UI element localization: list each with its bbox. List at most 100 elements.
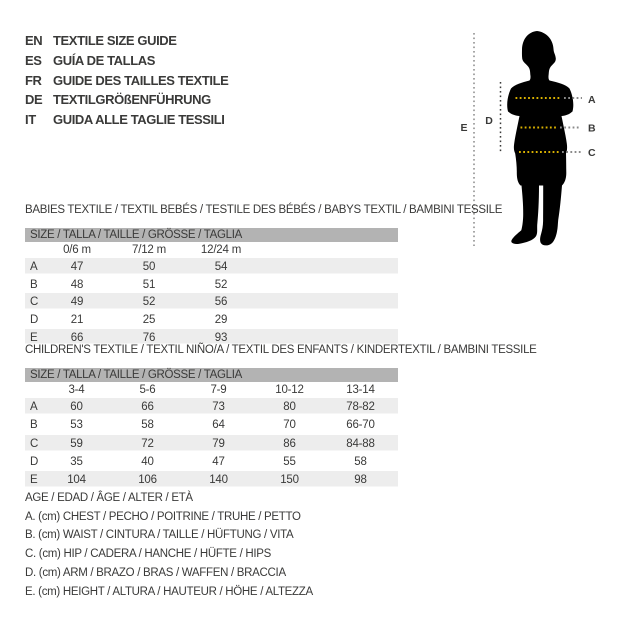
size-value: 25 — [142, 313, 156, 326]
legend-chest-line: A. (cm) CHEST / PECHO / POITRINE / TRUHE… — [25, 510, 301, 523]
guide-title: TEXTILGRÖßENFÜHRUNG — [53, 92, 211, 108]
legend-height-line: E. (cm) HEIGHT / ALTURA / HAUTEUR / HÖHE… — [25, 585, 313, 598]
legend-age-line: AGE / EDAD / ÂGE / ALTER / ETÀ — [25, 492, 193, 504]
table-row: B 53 58 64 70 66-70 — [25, 416, 398, 434]
size-value: 48 — [70, 278, 84, 291]
size-value: 50 — [142, 260, 156, 273]
table-row: D 35 40 47 55 58 — [25, 453, 398, 471]
table-row: B 48 51 52 — [25, 276, 398, 294]
language-code: EN — [25, 33, 43, 48]
column-header: 3-4 — [68, 384, 85, 396]
children-column-header-row: 3-4 5-6 7-9 10-12 13-14 — [25, 382, 398, 398]
babies-size-header-bar: SIZE / TALLA / TAILLE / GRÖSSE / TAGLIA — [25, 228, 398, 242]
size-value: 93 — [214, 331, 228, 344]
size-value: 35 — [70, 456, 83, 469]
table-row: C 49 52 56 — [25, 293, 398, 312]
measurement-legend: AGE / EDAD / ÂGE / ALTER / ETÀ A. (cm) C… — [25, 489, 313, 601]
size-value: 78-82 — [346, 401, 375, 414]
column-header: 12/24 m — [200, 244, 242, 256]
column-header: 0/6 m — [63, 244, 91, 256]
column-header: 13-14 — [346, 384, 375, 396]
size-value: 84-88 — [346, 437, 375, 450]
size-value: 64 — [212, 419, 225, 432]
child-silhouette-right-leg — [540, 185, 562, 246]
legend-waist-line: B. (cm) WAIST / CINTURA / TAILLE / HÜFTU… — [25, 529, 294, 542]
guide-title: GUÍA DE TALLAS — [53, 52, 156, 68]
row-label: E — [30, 474, 38, 487]
row-label: C — [30, 296, 39, 309]
height-label: E — [460, 122, 467, 134]
size-value: 106 — [138, 474, 157, 487]
babies-column-header-row: 0/6 m 7/12 m 12/24 m — [25, 242, 398, 258]
table-row: A 47 50 54 — [25, 258, 398, 276]
table-row: E 66 76 93 — [25, 328, 398, 347]
waist-label: B — [588, 123, 596, 135]
column-header: 7-9 — [210, 384, 227, 396]
table-row: D 21 25 29 — [25, 311, 398, 329]
size-value: 70 — [283, 419, 296, 432]
size-value: 49 — [70, 296, 84, 309]
size-value: 79 — [212, 437, 225, 450]
size-value: 150 — [280, 474, 299, 487]
language-row: IT GUIDA ALLE TAGLIE TESSILI — [25, 110, 228, 130]
children-size-table: CHILDREN'S TEXTILE / TEXTIL NIÑO/A / TEX… — [25, 344, 537, 490]
size-value: 47 — [70, 260, 84, 273]
size-value: 72 — [141, 437, 154, 450]
row-label: E — [30, 331, 38, 344]
column-header: 10-12 — [275, 384, 304, 396]
size-value: 66 — [141, 401, 154, 414]
language-row: FR GUIDE DES TAILLES TEXTILE — [25, 71, 229, 91]
size-value: 40 — [141, 456, 154, 469]
size-value: 104 — [67, 474, 86, 487]
table-row: C 59 72 79 86 84-88 — [25, 434, 398, 453]
row-label: C — [30, 437, 39, 450]
babies-table-title: BABIES TEXTILE / TEXTIL BEBÉS / TESTILE … — [25, 204, 503, 216]
language-row: EN TEXTILE SIZE GUIDE — [25, 31, 228, 51]
legend-hip-line: C. (cm) HIP / CADERA / HANCHE / HÜFTE / … — [25, 548, 272, 561]
row-label: D — [30, 313, 39, 326]
size-value: 98 — [354, 474, 367, 487]
row-label: A — [30, 401, 38, 414]
size-value: 58 — [141, 419, 154, 432]
size-value: 52 — [214, 278, 228, 291]
hip-label: C — [588, 147, 596, 159]
column-header: 7/12 m — [132, 244, 166, 256]
size-value: 66-70 — [346, 419, 375, 432]
table-row: E 104 106 140 150 98 — [25, 471, 398, 490]
size-value: 60 — [70, 401, 83, 414]
size-value: 76 — [142, 331, 156, 344]
size-value: 80 — [283, 401, 296, 414]
children-table-title: CHILDREN'S TEXTILE / TEXTIL NIÑO/A / TEX… — [25, 344, 537, 356]
language-row: ES GUÍA DE TALLAS — [25, 51, 228, 71]
size-value: 58 — [354, 456, 367, 469]
arm-label: D — [485, 115, 493, 127]
row-label: D — [30, 456, 39, 469]
size-value: 56 — [214, 296, 228, 309]
language-code: IT — [25, 112, 36, 128]
guide-title: TEXTILE SIZE GUIDE — [53, 33, 177, 48]
guide-title: GUIDE DES TAILLES TEXTILE — [53, 72, 229, 88]
size-value: 66 — [70, 331, 84, 344]
children-size-header-bar: SIZE / TALLA / TAILLE / GRÖSSE / TAGLIA — [25, 368, 398, 382]
size-value: 59 — [70, 437, 83, 450]
language-code: DE — [25, 92, 43, 108]
size-value: 52 — [142, 296, 156, 309]
size-value: 21 — [70, 313, 84, 326]
size-value: 29 — [214, 313, 228, 326]
size-value: 53 — [70, 419, 83, 432]
size-value: 51 — [142, 278, 156, 291]
language-code: ES — [25, 52, 42, 68]
babies-size-table: BABIES TEXTILE / TEXTIL BEBÉS / TESTILE … — [25, 204, 503, 347]
row-label: A — [30, 260, 38, 273]
size-value: 55 — [283, 456, 296, 469]
child-silhouette-left-leg — [511, 185, 539, 244]
size-value: 47 — [212, 456, 225, 469]
language-row: DE TEXTILGRÖßENFÜHRUNG — [25, 90, 228, 110]
table-row: A 60 66 73 80 78-82 — [25, 398, 398, 417]
size-value: 73 — [212, 401, 225, 414]
chest-label: A — [588, 94, 596, 106]
legend-arm-line: D. (cm) ARM / BRAZO / BRAS / WAFFEN / BR… — [25, 566, 286, 579]
guide-title: GUIDA ALLE TAGLIE TESSILI — [53, 112, 225, 128]
language-title-list: EN TEXTILE SIZE GUIDE ES GUÍA DE TALLAS … — [25, 31, 229, 130]
